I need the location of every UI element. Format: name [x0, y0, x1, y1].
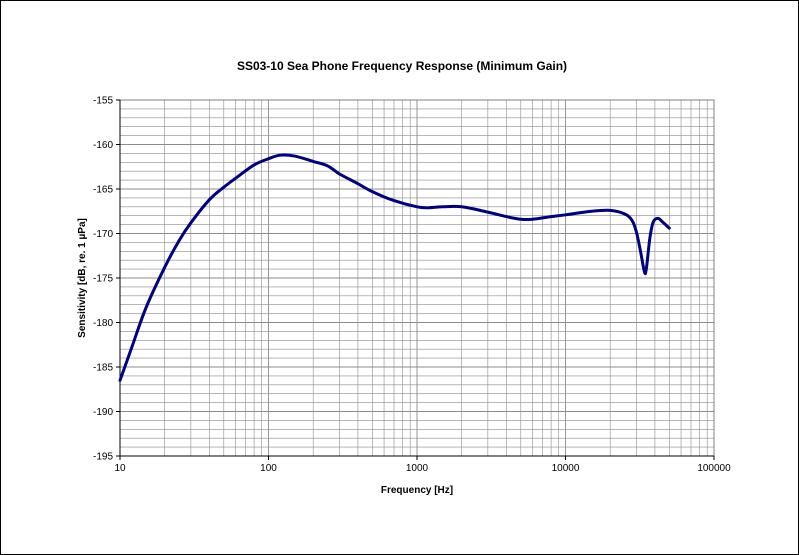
- y-tick-label: -190: [93, 407, 113, 418]
- x-tick-label: 10000: [552, 463, 580, 474]
- x-tick-label: 10: [114, 463, 126, 474]
- y-tick-label: -155: [93, 96, 113, 107]
- y-tick-label: -170: [93, 229, 113, 240]
- x-tick-label: 100000: [697, 463, 731, 474]
- y-tick-label: -165: [93, 185, 113, 196]
- y-tick-label: -185: [93, 363, 113, 374]
- series-line: [118, 153, 671, 382]
- y-axis-title: Sensitivity [dB, re. 1 µPa]: [77, 218, 88, 338]
- y-tick-label: -195: [93, 452, 113, 463]
- x-tick-label: 1000: [406, 463, 429, 474]
- y-tick-label: -180: [93, 318, 113, 329]
- chart-title: SS03-10 Sea Phone Frequency Response (Mi…: [237, 59, 567, 73]
- x-axis-title: Frequency [Hz]: [381, 485, 453, 496]
- series-layer: [118, 153, 671, 382]
- x-tick-label: 100: [260, 463, 277, 474]
- x-tick-labels: 10 100 1000 10000 100000: [114, 456, 731, 474]
- y-tick-labels: -155 -160 -165 -170 -175 -180 -185 -190 -195: [93, 96, 120, 463]
- y-tick-label: -160: [93, 140, 113, 151]
- y-tick-label: -175: [93, 274, 113, 285]
